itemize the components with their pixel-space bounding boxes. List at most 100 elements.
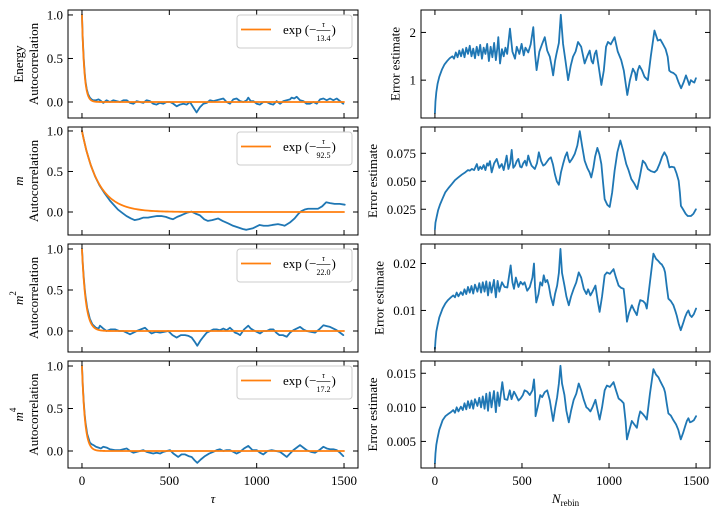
legend-frame — [236, 131, 353, 166]
axes-frame — [67, 9, 359, 119]
y-tick-label: 0.02 — [393, 256, 416, 271]
panel-energy-error-estimate: 1 2 Error estimate — [387, 9, 711, 119]
legend-numerator: τ — [322, 20, 326, 29]
legend-frame — [236, 365, 353, 400]
y-tick-label: 0.0 — [47, 324, 63, 339]
label-text: Autocorrelation — [26, 256, 41, 339]
panel-m-autocorrelation: 0.0 0.5 1.0 m Autocorrelation exp (− τ 92.5) — [11, 123, 359, 236]
panel-m2-error-estimate: 0.01 0.02 Error estimate — [371, 243, 711, 353]
plot-area — [81, 248, 345, 347]
legend-frame — [236, 248, 353, 283]
x-tick-label: 1000 — [596, 473, 622, 488]
legend-denominator: 17.2 — [316, 385, 330, 394]
axes-frame — [420, 243, 711, 353]
y-tick-label: 1.0 — [47, 7, 63, 22]
legend-numerator: τ — [322, 371, 326, 380]
y-axis-label: Autocorrelation — [26, 139, 41, 222]
legend-func: exp — [283, 256, 302, 271]
y-tick-label: 0.0 — [47, 94, 63, 109]
plot-area — [434, 130, 697, 231]
y-tick-label: 0.005 — [387, 434, 416, 449]
x-axis-label: τ — [211, 491, 217, 506]
legend-frame — [236, 14, 353, 49]
plot-area — [81, 365, 345, 464]
y-tick-label: 0.5 — [47, 401, 63, 416]
y-axis-label: Autocorrelation — [26, 256, 41, 339]
x-tick-label: 0 — [79, 473, 86, 488]
y-tick-label: 0.5 — [47, 51, 63, 66]
y-tick-label: 0.5 — [47, 164, 63, 179]
panel-m4-error-estimate: 0 500 1000 1500 0.005 0.010 0.015 Error estimat… — [364, 360, 711, 508]
x-tick-label: 500 — [160, 473, 180, 488]
legend-open-paren: (− — [305, 22, 317, 37]
y-axis-label: m2 — [8, 291, 26, 305]
y-tick-label: 1 — [410, 73, 417, 88]
legend-open-paren: (− — [305, 256, 317, 271]
legend-func: exp — [283, 22, 302, 37]
label-text: m — [11, 412, 26, 421]
panel-m-error-estimate: 0.025 0.050 0.075 Error estimate — [364, 126, 711, 236]
legend-denominator: 92.5 — [316, 151, 330, 160]
x-tick-label: 1500 — [683, 473, 709, 488]
plot-area — [434, 364, 697, 465]
label-text: Autocorrelation — [26, 139, 41, 222]
label-text: Autocorrelation — [26, 373, 41, 456]
y-tick-label: 0.075 — [387, 146, 416, 161]
axes-frame — [420, 9, 711, 119]
y-axis-label: Error estimate — [387, 27, 402, 101]
m2-error-line — [434, 248, 697, 350]
y-tick-label: 0.025 — [387, 202, 416, 217]
legend: exp (− τ 22.0) — [236, 248, 353, 283]
y-tick-label: 1.0 — [47, 242, 63, 257]
y-axis-label: m — [11, 176, 26, 185]
label-text: Error estimate — [364, 377, 379, 451]
exp-fit-line — [81, 365, 345, 452]
legend: exp (− τ 17.2) — [236, 365, 353, 400]
plot-area — [81, 14, 345, 114]
energy-error-line — [434, 13, 697, 114]
y-tick-label: 0.0 — [47, 444, 63, 459]
y-tick-label: 1.0 — [47, 359, 63, 374]
y-tick-label: 0.01 — [393, 303, 416, 318]
y-axis-label: Error estimate — [364, 377, 379, 451]
label-text: Error estimate — [371, 261, 386, 335]
legend-close-paren: ) — [331, 256, 335, 271]
legend-numerator: τ — [322, 137, 326, 146]
exp-fit-line — [81, 14, 345, 103]
y-tick-label: 2 — [410, 25, 417, 40]
y-tick-label: 0.5 — [47, 283, 63, 298]
legend-func: exp — [283, 373, 302, 388]
label-text: τ — [211, 491, 217, 506]
exp-fit-line — [81, 248, 345, 332]
y-tick-label: 0.050 — [387, 174, 416, 189]
legend-close-paren: ) — [331, 373, 335, 388]
m-error-line — [434, 130, 697, 231]
x-axis-label: Nrebin — [551, 491, 580, 508]
label-text: N — [551, 491, 562, 506]
exp-fit-line — [81, 130, 345, 213]
legend: exp (− τ 92.5) — [236, 131, 353, 166]
m4-error-line — [434, 364, 697, 465]
y-tick-label: 0.015 — [387, 366, 416, 381]
x-tick-label: 0 — [432, 473, 439, 488]
plot-area — [434, 13, 697, 114]
label-subscript: rebin — [561, 498, 580, 508]
legend-close-paren: ) — [331, 22, 335, 37]
label-superscript: 2 — [8, 291, 18, 296]
label-superscript: 4 — [8, 407, 18, 412]
y-axis-label: Error estimate — [371, 261, 386, 335]
x-tick-label: 1500 — [331, 473, 357, 488]
y-axis-label: Energy — [11, 45, 26, 83]
axes-frame — [67, 126, 359, 236]
axes-frame — [67, 360, 359, 469]
legend-func: exp — [283, 139, 302, 154]
x-tick-label: 1000 — [244, 473, 270, 488]
panel-energy-autocorrelation: 0.0 0.5 1.0 Energy Autocorrelation exp (− τ 13.4… — [11, 7, 359, 119]
y-axis-label: Autocorrelation — [26, 22, 41, 105]
y-axis-label: m4 — [8, 407, 26, 421]
y-axis-label: Autocorrelation — [26, 373, 41, 456]
axes-frame — [420, 360, 711, 469]
y-tick-label: 0.0 — [47, 204, 63, 219]
